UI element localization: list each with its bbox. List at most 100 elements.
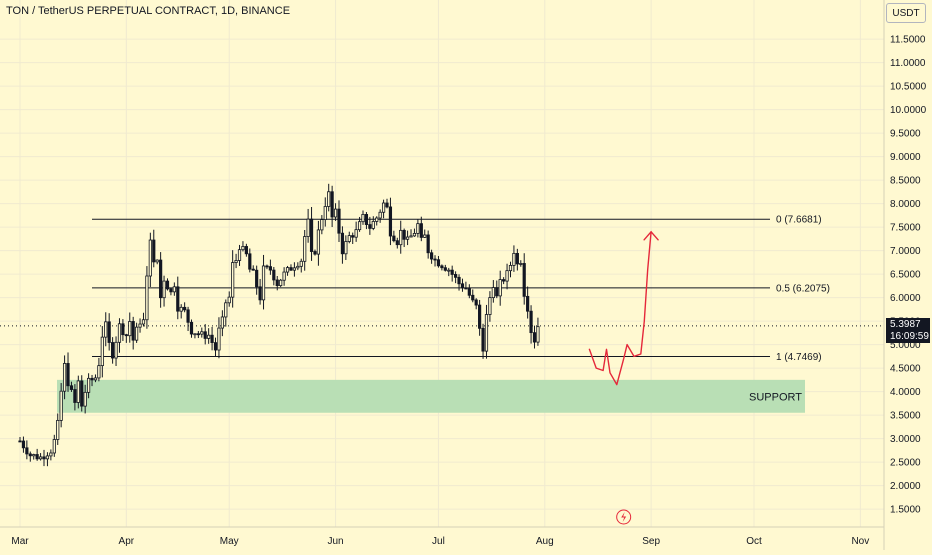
x-tick-label: Jun bbox=[327, 536, 343, 547]
projection-line bbox=[588, 231, 652, 386]
candle-body bbox=[121, 323, 125, 336]
candle-body bbox=[454, 274, 458, 278]
candle-body bbox=[526, 295, 530, 312]
y-tick-label: 2.5000 bbox=[890, 458, 921, 469]
candle-body bbox=[148, 239, 152, 277]
candle-body bbox=[272, 269, 276, 281]
candle-body bbox=[368, 224, 372, 229]
candle-body bbox=[306, 218, 310, 237]
fib-level-label: 0.5 (6.2075) bbox=[776, 283, 830, 294]
candle-body bbox=[52, 439, 56, 454]
fib-level-label: 1 (4.7469) bbox=[776, 352, 822, 363]
candle-body bbox=[224, 302, 228, 318]
candle-body bbox=[244, 246, 248, 255]
candle-body bbox=[395, 240, 399, 246]
candle-body bbox=[440, 265, 444, 269]
candle-body bbox=[381, 202, 386, 213]
candle-body bbox=[347, 235, 351, 242]
candle-body bbox=[66, 363, 70, 387]
candle-body bbox=[344, 241, 348, 255]
candle-body bbox=[371, 221, 375, 229]
y-tick-label: 8.5000 bbox=[890, 176, 921, 187]
candle-body bbox=[436, 259, 441, 267]
candle-body bbox=[227, 296, 231, 304]
candle-body bbox=[323, 206, 327, 220]
support-zone-label: SUPPORT bbox=[749, 391, 802, 403]
bar-countdown: 16:09:59 bbox=[890, 331, 929, 342]
candle-body bbox=[141, 319, 146, 325]
candle-body bbox=[261, 265, 266, 301]
candle-body bbox=[337, 208, 341, 234]
candle-body bbox=[87, 377, 91, 393]
candle-body bbox=[159, 259, 163, 299]
y-tick-label: 4.0000 bbox=[890, 387, 921, 398]
candle-body bbox=[80, 380, 84, 407]
candle-body bbox=[327, 191, 331, 207]
y-tick-label: 2.0000 bbox=[890, 481, 921, 492]
candle-body bbox=[409, 235, 413, 238]
candle-body bbox=[474, 299, 478, 306]
candle-body bbox=[279, 279, 283, 287]
y-tick-label: 1.5000 bbox=[890, 505, 921, 516]
y-tick-label: 3.0000 bbox=[890, 434, 921, 445]
candle-body bbox=[189, 321, 194, 335]
candle-body bbox=[303, 236, 307, 262]
y-tick-label: 11.0000 bbox=[890, 58, 926, 69]
x-tick-label: Sep bbox=[642, 536, 660, 547]
candle-body bbox=[419, 223, 423, 238]
candle-body bbox=[73, 389, 77, 403]
candle-body bbox=[193, 333, 197, 336]
candle-body bbox=[155, 259, 159, 263]
candle-body bbox=[320, 219, 324, 231]
candle-body bbox=[354, 229, 358, 238]
candle-body bbox=[203, 331, 207, 339]
candle-body bbox=[104, 321, 108, 338]
candle-body bbox=[515, 252, 519, 265]
currency-button[interactable]: USDT bbox=[886, 3, 926, 23]
candle-body bbox=[502, 279, 506, 282]
candle-body bbox=[258, 286, 262, 301]
candle-body bbox=[313, 251, 317, 255]
candle-body bbox=[32, 454, 36, 457]
candle-body bbox=[508, 265, 513, 272]
candle-body bbox=[375, 217, 379, 222]
candle-body bbox=[76, 380, 80, 403]
candle-body bbox=[265, 265, 269, 268]
candle-body bbox=[364, 214, 369, 225]
candle-body bbox=[213, 342, 218, 351]
candle-body bbox=[268, 266, 272, 271]
candle-body bbox=[491, 287, 495, 299]
candle-body bbox=[505, 270, 509, 282]
candle-body bbox=[292, 267, 297, 271]
candle-body bbox=[488, 297, 492, 315]
candle-body bbox=[152, 239, 156, 263]
candle-body bbox=[59, 390, 63, 421]
candle-body bbox=[138, 323, 142, 328]
lightning-bolt-glyph bbox=[621, 512, 627, 522]
x-tick-label: Jul bbox=[432, 536, 445, 547]
candle-body bbox=[457, 276, 461, 285]
grid-lines bbox=[0, 0, 884, 527]
fib-level-label: 0 (7.6681) bbox=[776, 215, 822, 226]
candle-body bbox=[56, 419, 60, 440]
candle-body bbox=[114, 341, 118, 359]
candle-body bbox=[100, 336, 104, 367]
candle-body bbox=[522, 263, 526, 297]
support-zone-layer: SUPPORT bbox=[57, 379, 805, 413]
candle-body bbox=[519, 263, 523, 265]
candle-body bbox=[512, 252, 516, 266]
candle-body bbox=[433, 258, 437, 261]
candle-body bbox=[248, 253, 252, 270]
candle-body bbox=[275, 279, 279, 287]
candle-body bbox=[220, 316, 224, 329]
candle-body bbox=[62, 363, 67, 392]
candle-body bbox=[388, 206, 393, 237]
candle-body bbox=[217, 327, 221, 351]
candle-body bbox=[536, 326, 540, 343]
candle-body bbox=[330, 191, 334, 218]
candle-body bbox=[176, 286, 180, 312]
candle-body bbox=[25, 447, 29, 455]
